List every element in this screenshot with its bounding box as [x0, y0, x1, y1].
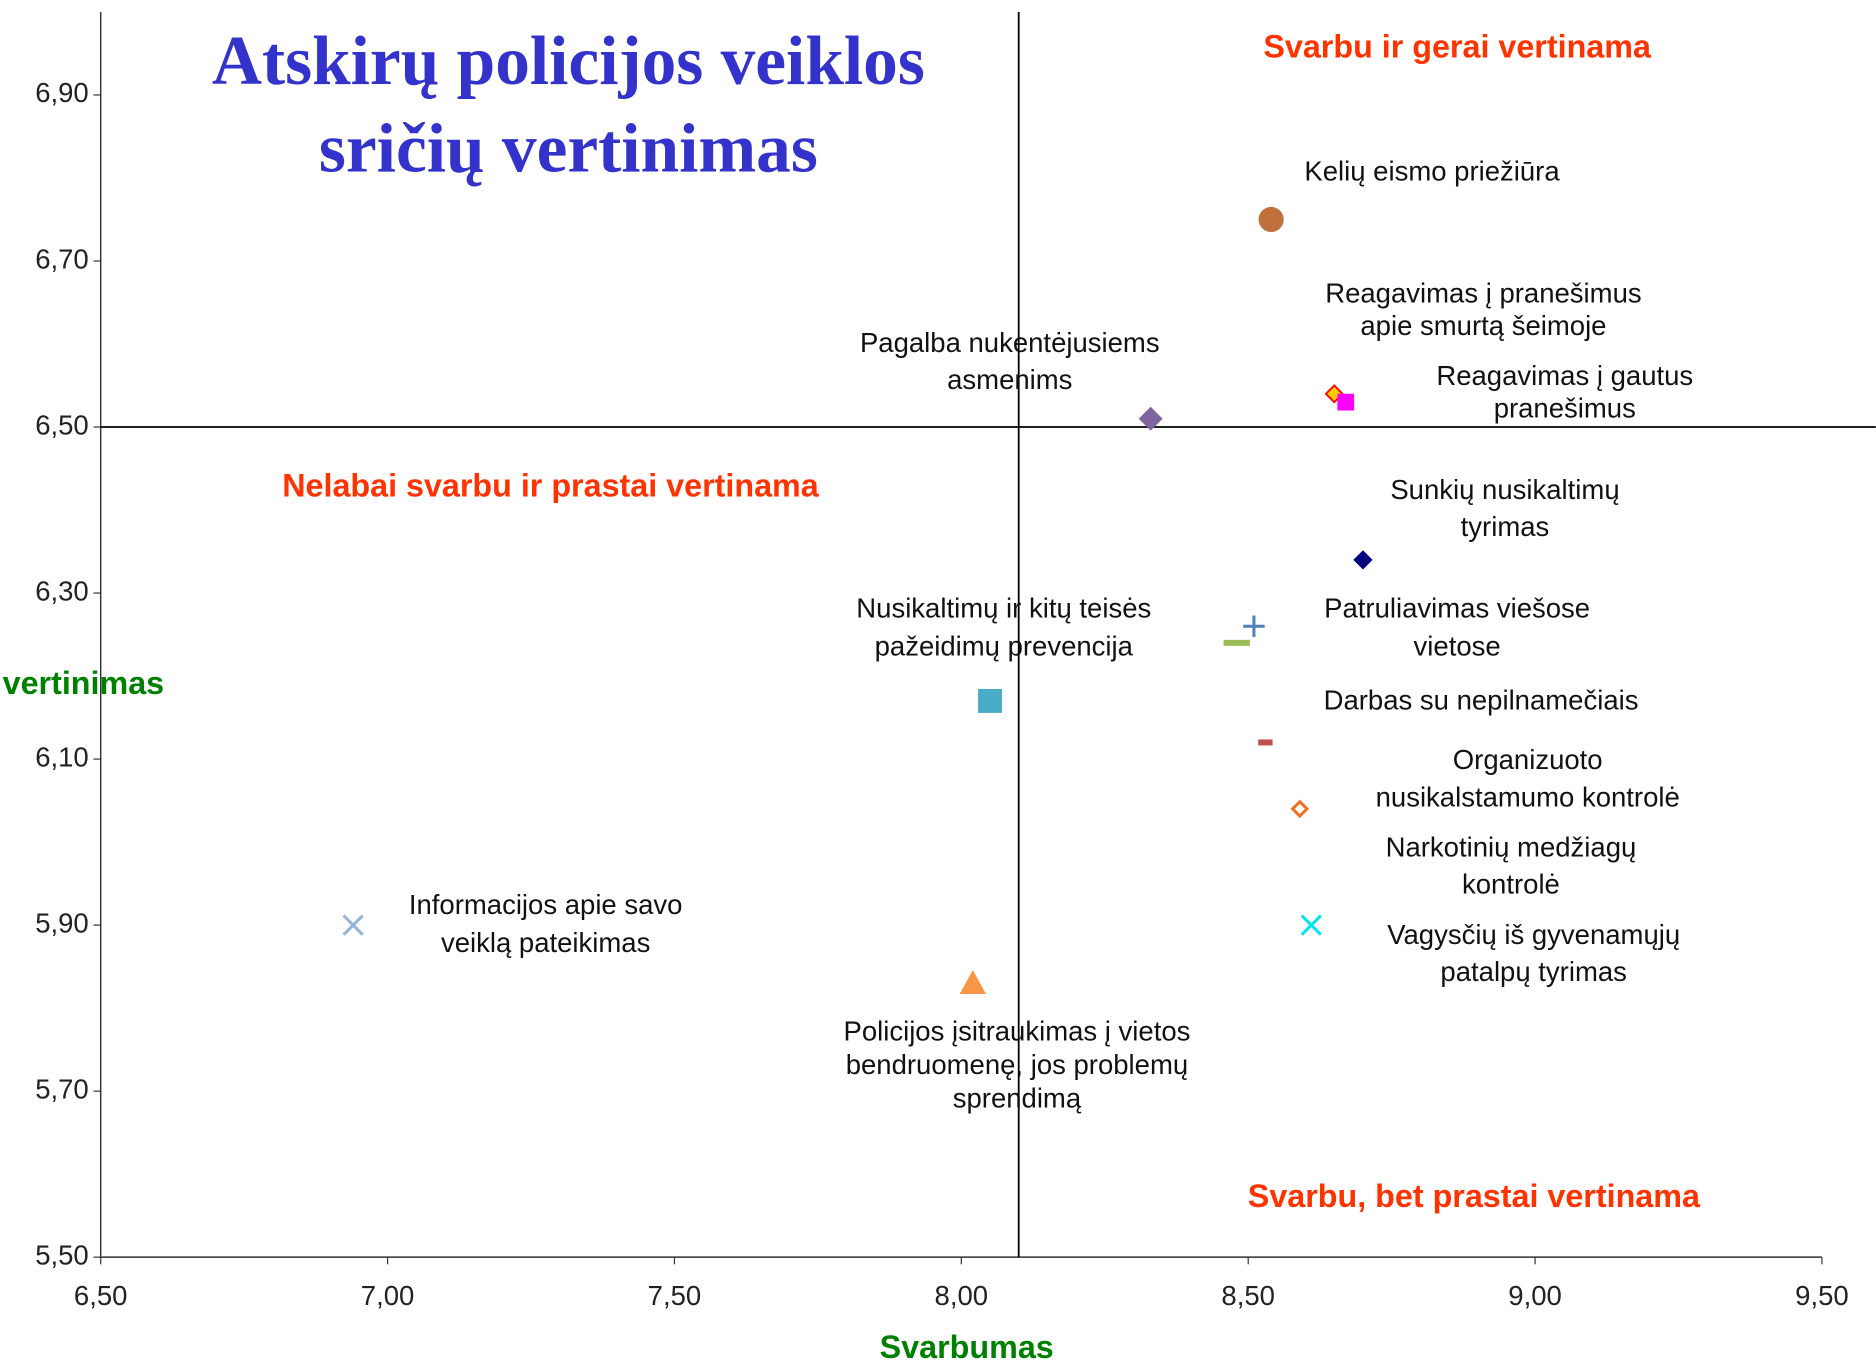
point-label: Darbas su nepilnamečiais — [1324, 684, 1639, 715]
marker — [1243, 615, 1265, 638]
x-tick-label: 6,50 — [74, 1280, 128, 1311]
point-label: Informacijos apie savo — [409, 889, 683, 920]
marker — [1290, 799, 1310, 819]
x-tick-label: 9,00 — [1508, 1280, 1562, 1311]
y-tick-label: 6,90 — [35, 77, 89, 108]
x-tick-label: 7,00 — [361, 1280, 415, 1311]
marker — [978, 689, 1002, 713]
point-label: asmenims — [947, 364, 1072, 395]
point-label: Pagalba nukentėjusiems — [860, 327, 1160, 358]
y-tick-label: 6,50 — [35, 409, 89, 440]
point-label: bendruomenę, jos problemų — [846, 1049, 1188, 1080]
point-label: kontrolė — [1462, 869, 1560, 900]
y-tick-label: 6,70 — [35, 243, 89, 274]
point-label: sprendimą — [953, 1083, 1082, 1114]
point-label: Sunkių nusikaltimų — [1390, 474, 1619, 505]
point-label: Reagavimas į pranešimus — [1325, 278, 1641, 309]
y-tick-label: 6,10 — [35, 741, 89, 772]
y-tick-label: 5,50 — [35, 1239, 89, 1270]
annotation: Svarbu ir gerai vertinama — [1263, 29, 1652, 65]
point-label: patalpų tyrimas — [1440, 956, 1626, 987]
point-label: Vagysčių iš gyvenamųjų — [1387, 919, 1680, 950]
x-tick-label: 8,00 — [935, 1280, 989, 1311]
point-label: Narkotinių medžiagų — [1386, 832, 1637, 863]
marker — [1300, 914, 1322, 936]
point-label: veiklą pateikimas — [441, 927, 650, 958]
point-label: nusikalstamumo kontrolė — [1376, 781, 1680, 812]
chart-title: sričių vertinimas — [319, 110, 818, 187]
marker — [1138, 406, 1163, 431]
marker — [1258, 739, 1273, 746]
y-tick-label: 6,30 — [35, 575, 89, 606]
point-label: tyrimas — [1461, 511, 1550, 542]
point-label: Nusikaltimų ir kitų teisės — [856, 592, 1151, 623]
point-label: Organizuoto — [1453, 744, 1603, 775]
point-label: pranešimus — [1494, 393, 1636, 424]
annotation: Nelabai svarbu ir prastai vertinama — [282, 468, 820, 504]
point-label: Kelių eismo priežiūra — [1304, 156, 1560, 187]
marker — [1223, 639, 1250, 646]
x-tick-label: 8,50 — [1221, 1280, 1275, 1311]
marker — [342, 914, 364, 936]
marker — [1337, 393, 1355, 411]
annotation: Svarbu, bet prastai vertinama — [1248, 1178, 1701, 1214]
point-label: Patruliavimas viešose — [1324, 592, 1590, 623]
y-tick-label: 5,90 — [35, 907, 89, 938]
marker — [1258, 206, 1284, 233]
y-tick-label: 5,70 — [35, 1073, 89, 1104]
chart-title: Atskirų policijos veiklos — [212, 23, 925, 100]
x-tick-label: 7,50 — [648, 1280, 702, 1311]
point-label: Policijos įsitraukimas į vietos — [843, 1016, 1190, 1047]
point-label: pažeidimų prevencija — [875, 631, 1134, 662]
point-label: Reagavimas į gautus — [1436, 360, 1693, 391]
x-tick-label: 9,50 — [1795, 1280, 1849, 1311]
x-axis-label: Svarbumas — [880, 1329, 1054, 1365]
y-axis-label: vertinimas — [3, 665, 165, 701]
marker — [1353, 550, 1373, 570]
marker — [959, 970, 986, 994]
point-label: vietose — [1414, 631, 1501, 662]
point-label: apie smurtą šeimoje — [1360, 310, 1606, 341]
